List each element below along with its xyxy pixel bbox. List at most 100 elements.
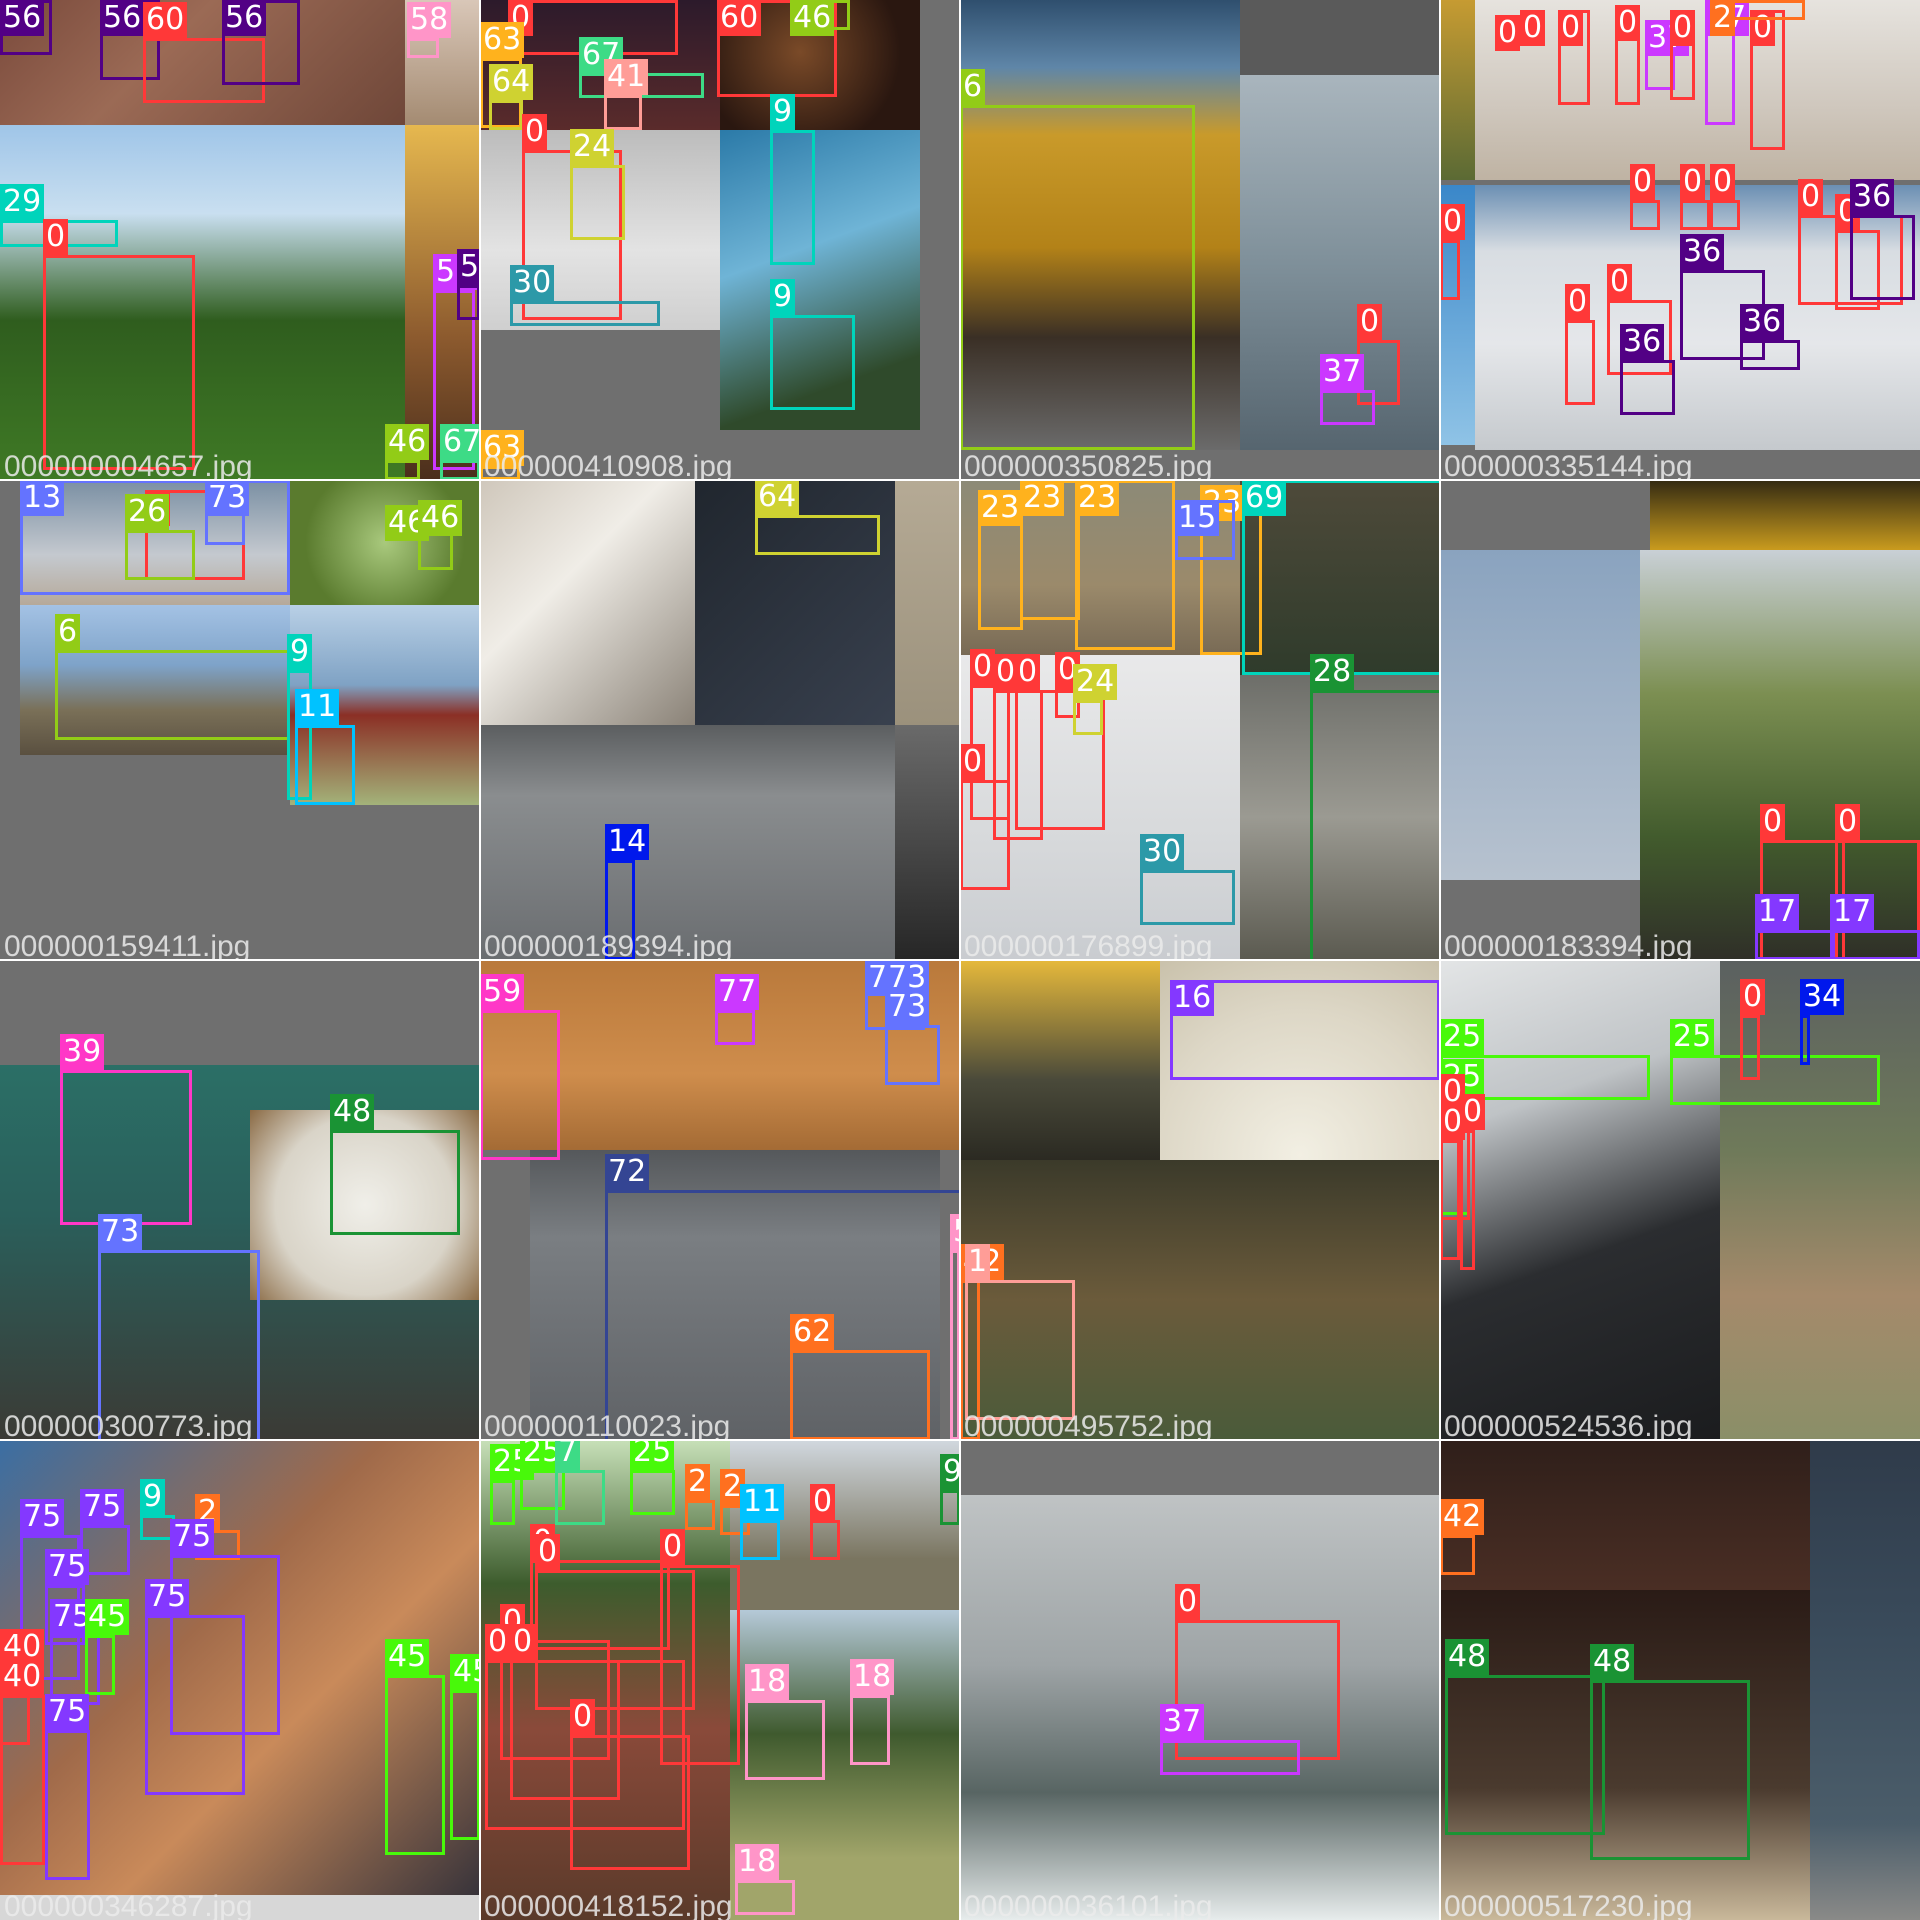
detection-box: 62 [790, 1350, 930, 1440]
class-label: 0 [660, 1529, 685, 1565]
class-label: 36 [1740, 304, 1784, 340]
mosaic-tile: 16421000000495752.jpg [960, 960, 1440, 1440]
class-label: 73 [98, 1214, 142, 1250]
detection-box: 7 [555, 1470, 605, 1525]
class-label: 9 [140, 1479, 165, 1515]
class-label: 26 [125, 494, 169, 530]
class-label: 41 [604, 59, 648, 95]
detection-box: 24 [570, 165, 625, 240]
class-label: 0 [1670, 10, 1695, 46]
class-label: 0 [570, 1699, 595, 1735]
class-label: 48 [1590, 1644, 1634, 1680]
detection-box: 46 [418, 500, 453, 570]
class-label: 0 [510, 1624, 535, 1660]
class-label: 25 [1440, 1019, 1484, 1055]
detection-box: 28 [1310, 690, 1440, 960]
class-label: 0 [1357, 304, 1382, 340]
detection-box: 17 [1755, 930, 1835, 960]
class-label: 36 [1850, 179, 1894, 215]
class-label: 18 [735, 1844, 779, 1880]
detection-box: 64 [755, 515, 880, 555]
class-label: 75 [20, 1499, 64, 1535]
class-label: 72 [605, 1154, 649, 1190]
class-label: 23 [978, 490, 1022, 526]
class-label: 0 [485, 1624, 510, 1660]
class-label: 24 [1073, 664, 1117, 700]
class-label: 30 [510, 265, 554, 301]
mosaic-tile: 97575275757575454545404075000000346287.j… [0, 1440, 480, 1920]
detection-box: 58 [407, 38, 439, 58]
class-label: 29 [0, 184, 44, 220]
class-label: 13 [20, 480, 64, 516]
detection-box: 0 [1670, 10, 1695, 100]
class-label: 11 [740, 1484, 784, 1520]
class-label: 75 [45, 1694, 89, 1730]
detection-box: 0 [43, 255, 195, 470]
detection-box: 0 [1495, 15, 1520, 45]
detection-box: 18 [735, 1880, 795, 1915]
mosaic-tile: 0 37 000000036101.jpg [960, 1440, 1440, 1920]
class-label: 23 [1020, 480, 1064, 516]
detection-box: 48 [1445, 1675, 1605, 1835]
mosaic-tile: 6 0 37 000000350825.jpg [960, 0, 1440, 480]
class-label: 18 [850, 1659, 894, 1695]
detection-box: 6 [960, 105, 1195, 450]
class-label: 0 [970, 649, 995, 685]
detection-box: 9 [770, 315, 855, 410]
class-label: 60 [717, 0, 761, 36]
class-label: 75 [145, 1579, 189, 1615]
class-label: 0 [1015, 654, 1040, 690]
filename-caption: 000000350825.jpg [964, 450, 1213, 480]
filename-caption: 000000495752.jpg [964, 1410, 1213, 1440]
class-label: 64 [755, 480, 799, 515]
detection-box: 56 [222, 0, 300, 85]
class-label: 0 [1680, 164, 1705, 200]
detection-box: 23 [978, 490, 1023, 630]
detection-box: 75 [145, 1615, 245, 1795]
class-label: 30 [1140, 834, 1184, 870]
detection-box: 30 [510, 301, 660, 326]
photo-crop [1440, 0, 1475, 180]
detection-box: 16 [1170, 980, 1440, 1080]
detection-box: 0 [1460, 1130, 1475, 1270]
detection-box: 45 [450, 1690, 480, 1840]
class-label: 0 [1558, 10, 1583, 46]
detection-box: 36 [1620, 360, 1675, 415]
filename-caption: 000000159411.jpg [4, 930, 250, 960]
detection-box: 0 [1680, 200, 1710, 230]
class-label: 34 [1800, 979, 1844, 1015]
detection-box: 46 [385, 505, 400, 540]
class-label: 75 [80, 1489, 124, 1525]
detection-box: 0 [1615, 5, 1640, 105]
detection-box: 45 [85, 1635, 115, 1695]
class-label: 6 [55, 614, 80, 650]
class-label: 56 [457, 249, 480, 285]
class-label: 48 [330, 1094, 374, 1130]
class-label: 0 [1440, 204, 1465, 240]
detection-box: 23 [1075, 480, 1175, 650]
class-label: 0 [1835, 804, 1860, 840]
mosaic-tile: 39 48 73 000000300773.jpg [0, 960, 480, 1440]
class-label: 64 [489, 64, 533, 100]
detection-box: 46 [790, 0, 850, 30]
detection-box: 42 [1440, 1535, 1475, 1575]
detection-box: 11 [740, 1520, 780, 1560]
detection-box: 9 [940, 1490, 960, 1525]
class-label: 0 [1565, 284, 1590, 320]
class-label: 25 [630, 1440, 674, 1470]
class-label: 56 [0, 0, 44, 36]
class-label: 9 [287, 634, 312, 670]
filename-caption: 000000110023.jpg [484, 1410, 730, 1440]
class-label: 25 [1670, 1019, 1714, 1055]
detection-box: 23 [1020, 480, 1080, 620]
class-label: 11 [295, 689, 339, 725]
class-label: 0 [1460, 1094, 1485, 1130]
class-label: 9 [770, 94, 795, 130]
class-label: 62 [790, 1314, 834, 1350]
detection-box: 73 [885, 1025, 940, 1085]
mosaic-tile: 5977737373725862000000110023.jpg [480, 960, 960, 1440]
class-label: 45 [385, 1639, 429, 1675]
class-label: 40 [0, 1659, 44, 1695]
class-label: 0 [1520, 10, 1545, 46]
photo-crop [480, 480, 695, 725]
